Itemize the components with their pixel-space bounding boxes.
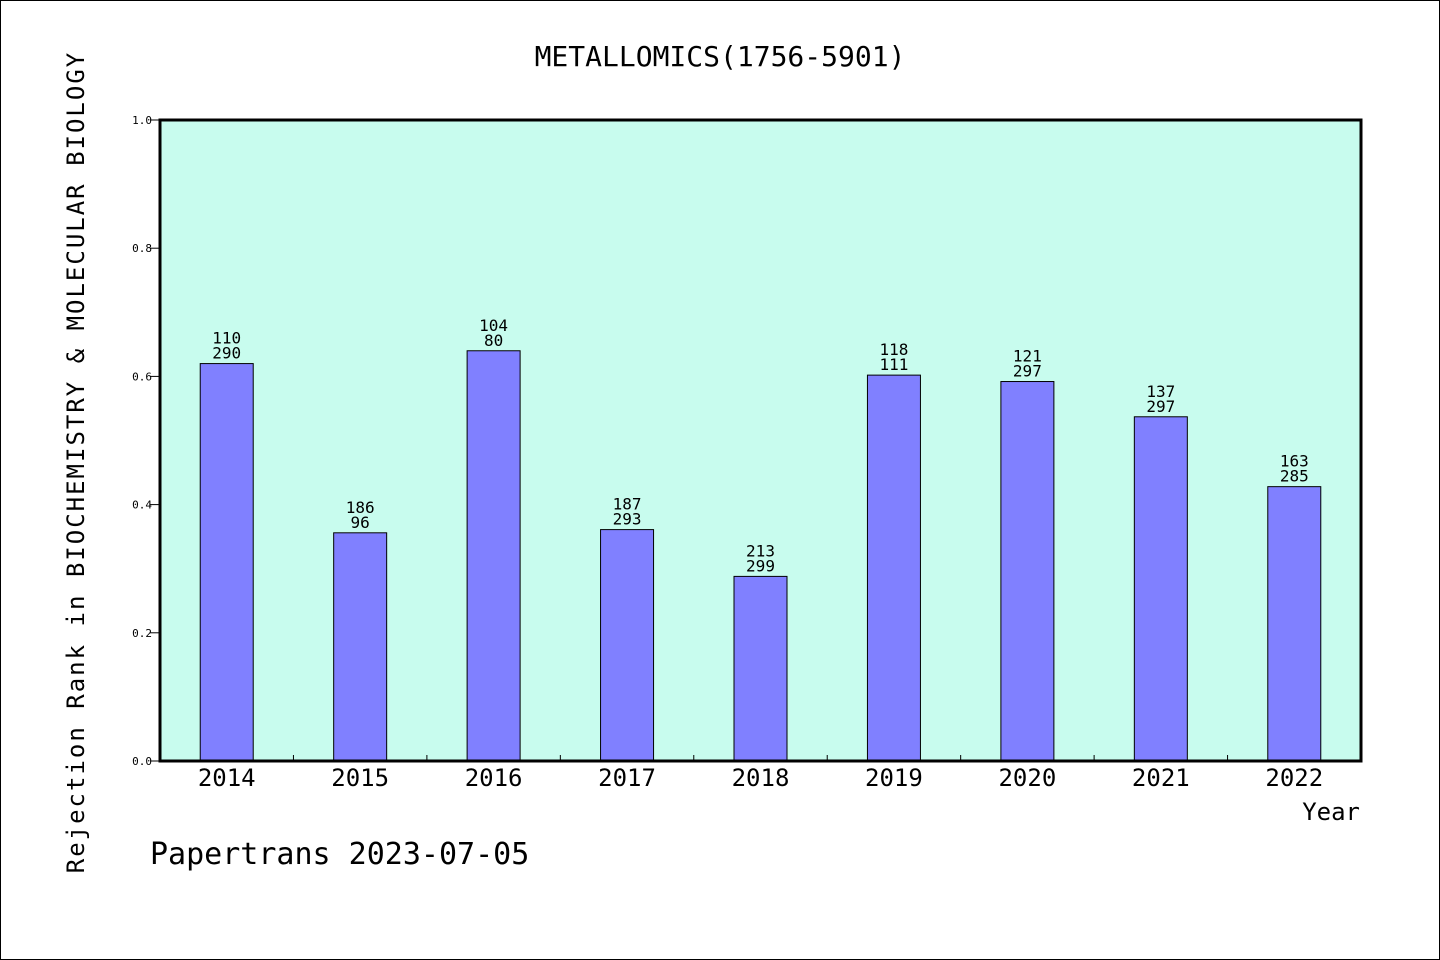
x-tick-label: 2021	[1132, 764, 1190, 792]
bar-label-bottom: 299	[746, 556, 775, 575]
bar	[1000, 381, 1055, 762]
bar-label-bottom: 80	[484, 331, 503, 350]
bar-label-top: 121	[1013, 347, 1042, 366]
bar-label-top: 187	[613, 495, 642, 514]
bar-label-bottom: 290	[212, 344, 241, 363]
y-axis-label: Rejection Rank in BIOCHEMISTRY & MOLECUL…	[62, 51, 90, 873]
bar	[466, 350, 521, 762]
plot-border	[158, 118, 1363, 763]
bar	[199, 363, 254, 762]
bar-label-bottom: 111	[879, 355, 908, 374]
bar-label-top: 186	[346, 498, 375, 517]
chart-title: METALLOMICS(1756-5901)	[535, 40, 906, 73]
bar	[733, 575, 788, 762]
bar	[333, 532, 388, 762]
x-tick-label: 2020	[998, 764, 1056, 792]
y-tick-label: 0.2	[132, 627, 152, 640]
bar-label-top: 118	[879, 340, 908, 359]
x-tick-label: 2022	[1265, 764, 1323, 792]
bar-label-bottom: 297	[1146, 397, 1175, 416]
bar-label-top: 213	[746, 541, 775, 560]
x-tick-label: 2014	[198, 764, 256, 792]
bar	[1133, 416, 1188, 762]
footer-watermark: Papertrans 2023-07-05	[150, 837, 529, 872]
bar-label-top: 104	[479, 316, 508, 335]
x-tick-label: 2015	[331, 764, 389, 792]
y-tick-label: 0.0	[132, 755, 152, 768]
bar-label-top: 163	[1280, 452, 1309, 471]
y-tick-label: 1.0	[132, 114, 152, 127]
bar-label-bottom: 297	[1013, 362, 1042, 381]
x-tick-label: 2016	[465, 764, 523, 792]
bar-label-bottom: 285	[1280, 467, 1309, 486]
bar-label-bottom: 293	[613, 510, 642, 529]
y-tick-label: 0.6	[132, 370, 152, 383]
x-tick-label: 2018	[732, 764, 790, 792]
bar	[866, 374, 921, 762]
bar	[600, 529, 655, 762]
bar-label-top: 110	[212, 329, 241, 348]
x-tick-label: 2017	[598, 764, 656, 792]
y-tick-label: 0.4	[132, 499, 152, 512]
x-tick-label: 2019	[865, 764, 923, 792]
x-axis-label: Year	[1302, 798, 1360, 826]
bar-label-bottom: 96	[351, 513, 370, 532]
bar-label-top: 137	[1146, 382, 1175, 401]
bar	[1267, 486, 1322, 762]
y-tick-label: 0.8	[132, 242, 152, 255]
